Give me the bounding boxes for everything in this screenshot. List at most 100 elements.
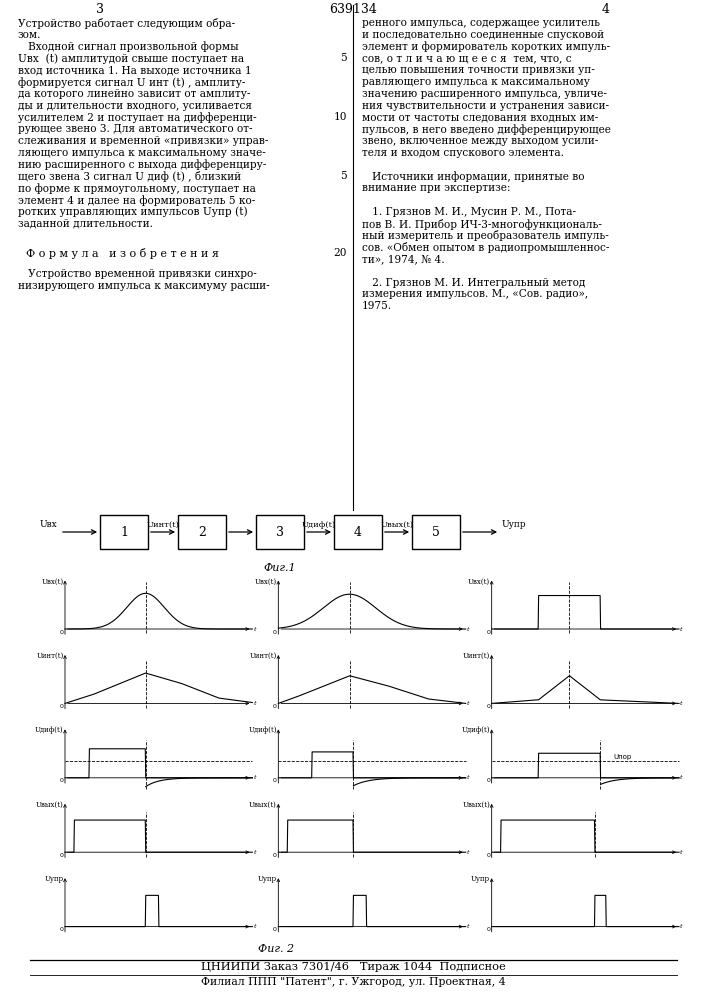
Text: t: t <box>680 850 682 855</box>
Text: t: t <box>680 627 682 632</box>
Text: Uдиф(t): Uдиф(t) <box>462 726 490 734</box>
Text: целью повышения точности привязки уп-: целью повышения точности привязки уп- <box>362 65 595 75</box>
Text: 0: 0 <box>273 630 277 635</box>
Text: 639134: 639134 <box>329 3 377 16</box>
Text: t: t <box>253 775 256 780</box>
Text: 0: 0 <box>273 778 277 783</box>
Text: 0: 0 <box>59 778 64 783</box>
Text: 20: 20 <box>334 248 347 258</box>
Text: Uинт(t): Uинт(t) <box>250 652 277 660</box>
Text: Uвх(t): Uвх(t) <box>468 578 490 586</box>
Text: 1: 1 <box>120 526 128 538</box>
Text: 0: 0 <box>59 704 64 709</box>
Text: Uпор: Uпор <box>614 754 631 760</box>
Text: заданной длительности.: заданной длительности. <box>18 219 153 229</box>
Text: Uдиф(t): Uдиф(t) <box>35 726 64 734</box>
Text: да которого линейно зависит от амплиту-: да которого линейно зависит от амплиту- <box>18 89 250 99</box>
Text: 0: 0 <box>486 853 490 858</box>
Text: Устройство временной привязки синхро-: Устройство временной привязки синхро- <box>18 269 257 279</box>
Text: t: t <box>467 701 469 706</box>
Text: t: t <box>680 775 682 780</box>
Text: 0: 0 <box>59 630 64 635</box>
Text: измерения импульсов. М., «Сов. радио»,: измерения импульсов. М., «Сов. радио», <box>362 289 588 299</box>
Text: ренного импульса, содержащее усилитель: ренного импульса, содержащее усилитель <box>362 18 600 28</box>
Text: элемент 4 и далее на формирователь 5 ко-: элемент 4 и далее на формирователь 5 ко- <box>18 195 255 206</box>
Text: 10: 10 <box>334 112 347 122</box>
Text: 0: 0 <box>486 704 490 709</box>
Text: t: t <box>467 775 469 780</box>
Text: низирующего импульса к максимуму расши-: низирующего импульса к максимуму расши- <box>18 281 269 291</box>
Text: ти», 1974, № 4.: ти», 1974, № 4. <box>362 254 445 264</box>
Text: Uвых(t): Uвых(t) <box>462 801 490 809</box>
Text: по форме к прямоугольному, поступает на: по форме к прямоугольному, поступает на <box>18 183 256 194</box>
Text: вход источника 1. На выходе источника 1: вход источника 1. На выходе источника 1 <box>18 65 252 75</box>
Text: нию расширенного с выхода дифференциру-: нию расширенного с выхода дифференциру- <box>18 160 267 170</box>
Text: 5: 5 <box>432 526 440 538</box>
Text: пов В. И. Прибор ИЧ-3-многофункциональ-: пов В. И. Прибор ИЧ-3-многофункциональ- <box>362 219 602 230</box>
Text: Uвых(t): Uвых(t) <box>36 801 64 809</box>
Text: звено, включенное между выходом усили-: звено, включенное между выходом усили- <box>362 136 598 146</box>
Text: t: t <box>253 627 256 632</box>
Text: 0: 0 <box>59 927 64 932</box>
Text: t: t <box>680 924 682 929</box>
Text: 5: 5 <box>340 171 347 181</box>
Text: рующее звено 3. Для автоматического от-: рующее звено 3. Для автоматического от- <box>18 124 252 134</box>
Text: элемент и формирователь коротких импуль-: элемент и формирователь коротких импуль- <box>362 42 610 52</box>
Text: t: t <box>253 924 256 929</box>
Text: 5: 5 <box>340 53 347 63</box>
Text: 1975.: 1975. <box>362 301 392 311</box>
Text: 0: 0 <box>59 853 64 858</box>
Text: Uвых(t): Uвых(t) <box>380 521 414 529</box>
Text: ЦНИИПИ Заказ 7301/46   Тираж 1044  Подписное: ЦНИИПИ Заказ 7301/46 Тираж 1044 Подписно… <box>201 962 506 972</box>
Bar <box>100 515 148 549</box>
Text: Uвх(t): Uвх(t) <box>42 578 64 586</box>
Text: t: t <box>253 850 256 855</box>
Text: Uинт(t): Uинт(t) <box>146 521 180 529</box>
Text: Устройство работает следующим обра-: Устройство работает следующим обра- <box>18 18 235 29</box>
Text: 0: 0 <box>486 630 490 635</box>
Text: Фиг. 2: Фиг. 2 <box>258 944 294 954</box>
Bar <box>334 515 382 549</box>
Text: 3: 3 <box>96 3 104 16</box>
Text: зом.: зом. <box>18 30 42 40</box>
Text: t: t <box>467 627 469 632</box>
Text: 3: 3 <box>276 526 284 538</box>
Text: Uвх(t): Uвх(t) <box>255 578 277 586</box>
Text: Uинт(t): Uинт(t) <box>463 652 490 660</box>
Text: усилителем 2 и поступает на дифференци-: усилителем 2 и поступает на дифференци- <box>18 112 257 123</box>
Text: Uдиф(t): Uдиф(t) <box>302 521 336 529</box>
Text: ный измеритель и преобразователь импуль-: ный измеритель и преобразователь импуль- <box>362 230 609 241</box>
Text: Входной сигнал произвольной формы: Входной сигнал произвольной формы <box>18 42 239 52</box>
Text: ния чувствительности и устранения зависи-: ния чувствительности и устранения зависи… <box>362 101 609 111</box>
Text: 0: 0 <box>273 927 277 932</box>
Text: Фиг.1: Фиг.1 <box>264 563 296 573</box>
Text: щего звена 3 сигнал U диф (t) , близкий: щего звена 3 сигнал U диф (t) , близкий <box>18 171 241 182</box>
Text: сов, о т л и ч а ю щ е е с я  тем, что, с: сов, о т л и ч а ю щ е е с я тем, что, с <box>362 53 572 63</box>
Text: Филиал ППП "Патент", г. Ужгород, ул. Проектная, 4: Филиал ППП "Патент", г. Ужгород, ул. Про… <box>201 977 506 987</box>
Text: t: t <box>680 701 682 706</box>
Text: ды и длительности входного, усиливается: ды и длительности входного, усиливается <box>18 101 252 111</box>
Text: 1. Грязнов М. И., Мусин Р. М., Пота-: 1. Грязнов М. И., Мусин Р. М., Пота- <box>362 207 576 217</box>
Bar <box>412 515 460 549</box>
Text: Uупр: Uупр <box>502 520 527 529</box>
Text: сов. «Обмен опытом в радиопромышленнос-: сов. «Обмен опытом в радиопромышленнос- <box>362 242 609 253</box>
Text: Источники информации, принятые во: Источники информации, принятые во <box>362 171 585 182</box>
Text: пульсов, в него введено дифференцирующее: пульсов, в него введено дифференцирующее <box>362 124 611 135</box>
Text: ляющего импульса к максимальному значе-: ляющего импульса к максимальному значе- <box>18 148 266 158</box>
Text: теля и входом спускового элемента.: теля и входом спускового элемента. <box>362 148 564 158</box>
Text: 0: 0 <box>486 927 490 932</box>
Text: Uупр: Uупр <box>471 875 490 883</box>
Text: формируется сигнал U инт (t) , амплиту-: формируется сигнал U инт (t) , амплиту- <box>18 77 245 88</box>
Text: Uвх  (t) амплитудой свыше поступает на: Uвх (t) амплитудой свыше поступает на <box>18 53 244 64</box>
Text: равляющего импульса к максимальному: равляющего импульса к максимальному <box>362 77 590 87</box>
Text: Uупр: Uупр <box>45 875 64 883</box>
Text: 2. Грязнов М. И. Интегральный метод: 2. Грязнов М. И. Интегральный метод <box>362 278 585 288</box>
Text: Uвх: Uвх <box>40 520 58 529</box>
Text: Uинт(t): Uинт(t) <box>36 652 64 660</box>
Text: t: t <box>467 924 469 929</box>
Text: мости от частоты следования входных им-: мости от частоты следования входных им- <box>362 112 598 122</box>
Text: и последовательно соединенные спусковой: и последовательно соединенные спусковой <box>362 30 604 40</box>
Text: 4: 4 <box>602 3 610 16</box>
Bar <box>256 515 304 549</box>
Text: Uвых(t): Uвых(t) <box>249 801 277 809</box>
